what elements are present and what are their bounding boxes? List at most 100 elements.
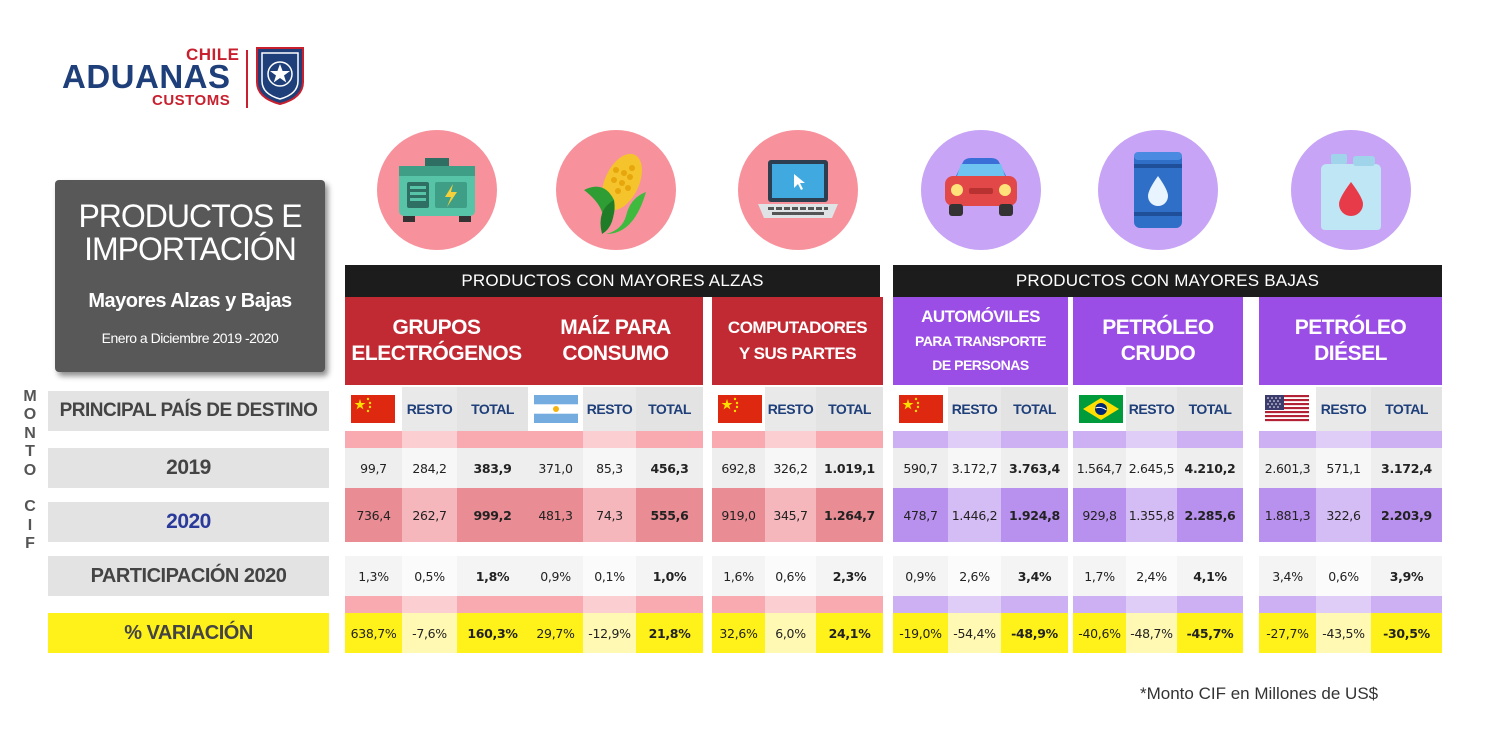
y2020-value: 929,8 [1073,488,1126,542]
generator-icon-badge [376,130,497,250]
share-value: 3,4% [1259,556,1316,596]
y2019-value: 4.210,2 [1177,448,1243,488]
product-header: PETRÓLEO CRUDO [1073,297,1243,385]
total-header: TOTAL [1001,387,1068,431]
y2020-value: 555,6 [636,488,703,542]
generator-icon [398,158,475,222]
share-value: 0,9% [893,556,948,596]
logo-chile-text: CHILE [186,45,240,64]
product-name-line: CONSUMO [562,342,669,365]
tint-strip [1001,596,1068,613]
logo-divider [246,50,248,108]
tint-strip [816,596,883,613]
share-value: 2,3% [816,556,883,596]
y2020-value: 478,7 [893,488,948,542]
tint-strip [636,596,703,613]
variation-value: -40,6% [1073,613,1126,653]
variation-value: 21,8% [636,613,703,653]
share-value: 0,6% [1316,556,1371,596]
page-subtitle: Mayores Alzas y Bajas [88,290,292,312]
china-flag [351,395,395,423]
variation-value: -12,9% [583,613,636,653]
tint-strip [1371,431,1442,448]
tint-strip [1073,596,1126,613]
tint-strip [583,596,636,613]
variation-value: 29,7% [528,613,583,653]
y2020-value: 74,3 [583,488,636,542]
y2020-value: 1.881,3 [1259,488,1316,542]
y2020-value: 1.924,8 [1001,488,1068,542]
tint-strip [1126,431,1177,448]
y2020-value: 262,7 [402,488,457,542]
share-value: 1,7% [1073,556,1126,596]
row-label-variation: % VARIACIÓN [48,613,329,653]
tint-strip [712,596,765,613]
y2019-value: 1.019,1 [816,448,883,488]
argentina-flag [534,395,578,423]
customs-shield-icon [256,47,304,106]
variation-value: 638,7% [345,613,402,653]
tint-strip [1316,596,1371,613]
page-period: Enero a Diciembre 2019 -2020 [101,330,279,346]
share-value: 0,5% [402,556,457,596]
tint-strip [1073,431,1126,448]
resto-header: RESTO [948,387,1001,431]
side-label-letter: O [23,406,37,424]
y2019-value: 284,2 [402,448,457,488]
variation-value: -54,4% [948,613,1001,653]
y2020-value: 736,4 [345,488,402,542]
y2019-value: 571,1 [1316,448,1371,488]
share-value: 0,6% [765,556,816,596]
tint-strip [1259,431,1316,448]
side-label-letter: O [23,461,37,479]
total-header: TOTAL [1371,387,1442,431]
oil-barrel-icon-badge [1098,130,1218,250]
share-value: 2,6% [948,556,1001,596]
total-header: TOTAL [457,387,528,431]
tint-strip [948,431,1001,448]
y2019-value: 2.645,5 [1126,448,1177,488]
side-label-letter: N [24,424,36,442]
y2020-value: 322,6 [1316,488,1371,542]
china-flag [718,395,762,423]
product-header: AUTOMÓVILES PARA TRANSPORTE DE PERSONAS [893,297,1068,385]
resto-header: RESTO [765,387,816,431]
tint-strip [528,596,583,613]
y2019-value: 99,7 [345,448,402,488]
resto-header: RESTO [1126,387,1177,431]
product-name-line: GRUPOS [392,316,481,339]
tint-strip [765,596,816,613]
y2019-value: 1.564,7 [1073,448,1126,488]
tint-strip [402,596,457,613]
tint-strip [528,431,583,448]
variation-value: -30,5% [1371,613,1442,653]
tint-strip [893,596,948,613]
logo-aduanas-text: ADUANAS [62,58,231,95]
y2019-value: 692,8 [712,448,765,488]
side-label-letter: F [25,535,35,553]
product-name-line: ELECTRÓGENOS [351,342,522,365]
side-label-letter: I [27,516,33,534]
laptop-icon [757,160,838,218]
car-icon [944,158,1017,216]
brazil-flag [1079,395,1123,423]
tint-strip [1177,431,1243,448]
total-header: TOTAL [1177,387,1243,431]
fuel-canister-icon-badge [1290,130,1411,250]
tint-strip [636,431,703,448]
page-title: PRODUCTOS E IMPORTACIÓN [55,200,325,266]
row-label-2019: 2019 [48,448,329,488]
y2020-value: 345,7 [765,488,816,542]
china-flag [899,395,943,423]
product-header: PETRÓLEO DIÉSEL [1259,297,1442,385]
product-name-line: PETRÓLEO [1102,316,1214,339]
share-value: 1,6% [712,556,765,596]
y2019-value: 85,3 [583,448,636,488]
y2019-value: 590,7 [893,448,948,488]
y2020-value: 481,3 [528,488,583,542]
row-label-2020: 2020 [48,502,329,542]
oil-barrel-icon [1134,152,1182,228]
y2019-value: 2.601,3 [1259,448,1316,488]
product-name-line: PARA TRANSPORTE [915,333,1046,349]
